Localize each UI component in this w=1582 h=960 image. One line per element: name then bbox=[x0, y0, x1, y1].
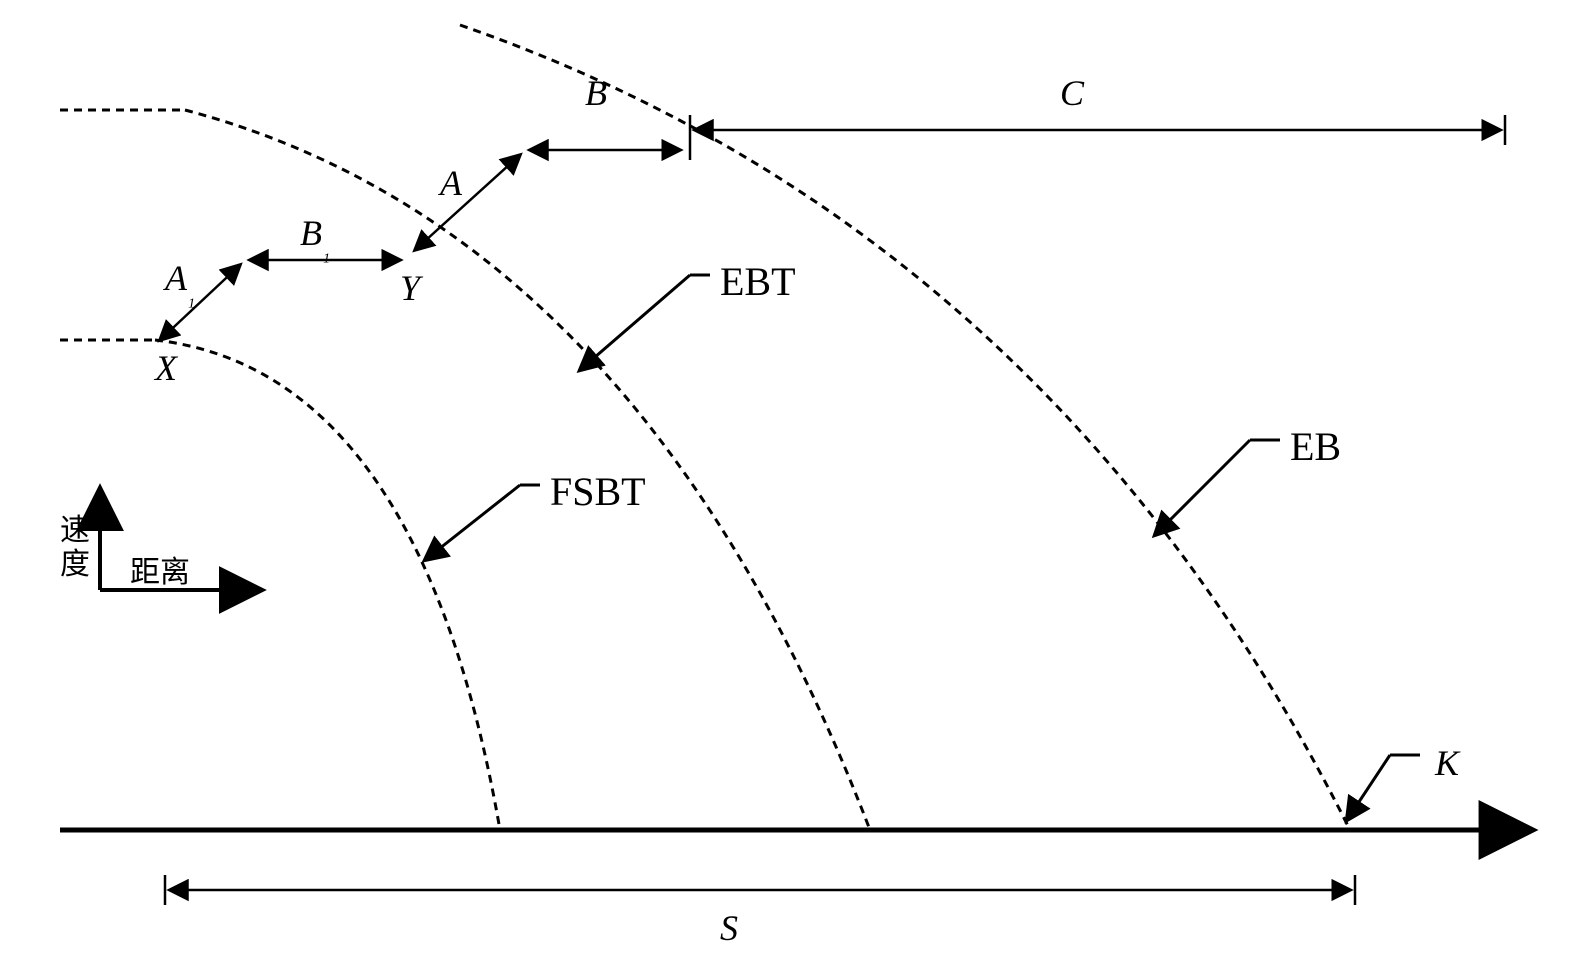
dim-c-label: C bbox=[1060, 73, 1085, 113]
curve-label-eb: EB bbox=[1290, 424, 1341, 469]
ebt-pointer bbox=[580, 275, 690, 370]
dim-s-label: S bbox=[720, 908, 738, 948]
point-label-x: X bbox=[153, 348, 179, 388]
eb-pointer bbox=[1155, 440, 1250, 535]
k-pointer bbox=[1347, 755, 1390, 820]
speed-label-char: 速 bbox=[60, 514, 90, 547]
curve-label-fsbt: FSBT bbox=[550, 469, 646, 514]
curve-label-ebt: EBT bbox=[720, 259, 796, 304]
point-label-k: K bbox=[1434, 743, 1461, 783]
fsbt-pointer bbox=[425, 485, 520, 560]
dim-b1-label: B₁ bbox=[300, 213, 330, 264]
speed-label-char: 度 bbox=[60, 548, 90, 581]
fsbt-curve bbox=[155, 340, 500, 830]
eb-curve bbox=[460, 25, 1350, 830]
dim-a-label: A bbox=[438, 163, 463, 203]
dim-a-arrow bbox=[415, 155, 520, 250]
point-label-y: Y bbox=[400, 268, 424, 308]
dim-a1-label: A₁ bbox=[163, 258, 195, 309]
dim-b-label: B bbox=[585, 73, 607, 113]
ebt-curve bbox=[185, 110, 870, 830]
distance-label: 距离 bbox=[130, 556, 190, 589]
